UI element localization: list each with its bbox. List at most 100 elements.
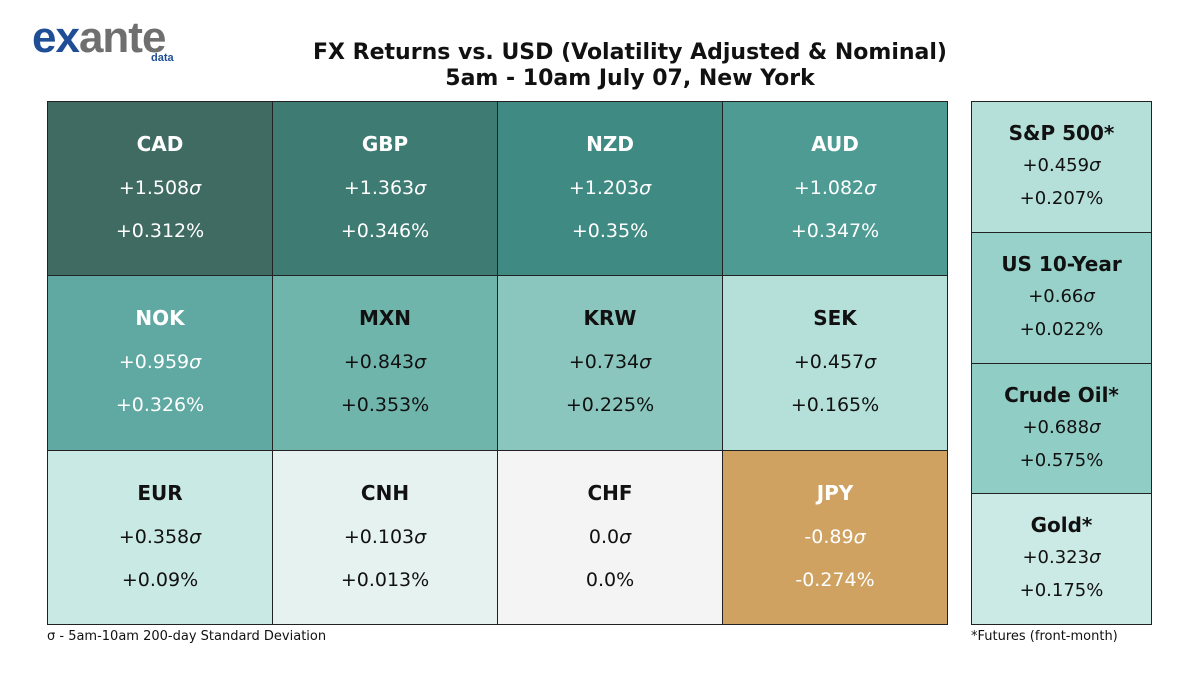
currency-cell: JPY -0.89σ -0.274% <box>723 450 948 625</box>
currency-sigma-value: +0.843σ <box>273 351 497 373</box>
exante-logo: exante data <box>32 14 182 74</box>
asset-sigma-value: +0.323σ <box>972 547 1151 568</box>
currency-sigma-symbol: σ <box>414 525 427 548</box>
currency-sigma-value: +0.358σ <box>48 526 272 548</box>
currency-cell: KRW +0.734σ +0.225% <box>498 276 723 451</box>
asset-name: Crude Oil* <box>1004 382 1119 407</box>
currency-name: GBP <box>361 132 409 156</box>
logo-part2: ante <box>78 13 166 62</box>
logo-wordmark: exante <box>32 13 166 62</box>
currency-sigma-number: +0.734 <box>568 351 640 374</box>
fx-heatmap-grid: CAD +1.508σ +0.312% GBP +1.363σ +0.346% NZD +1.… <box>47 101 948 625</box>
currency-sigma-value: +0.734σ <box>498 351 722 373</box>
asset-name: US 10-Year <box>1001 251 1122 276</box>
currency-name: SEK <box>813 306 857 331</box>
asset-sigma-symbol: σ <box>1089 547 1101 569</box>
currency-name: AUD <box>811 132 859 156</box>
currency-sigma-number: +0.103 <box>343 525 415 548</box>
currency-pct-value: +0.013% <box>340 568 430 591</box>
currency-name: KRW <box>583 306 637 331</box>
currency-sigma-value: +1.082σ <box>723 177 947 199</box>
currency-sigma-value: +1.508σ <box>48 177 272 199</box>
chart-subtitle: 5am - 10am July 07, New York <box>445 66 815 91</box>
currency-pct-value: -0.274% <box>795 568 875 591</box>
currency-name: MXN <box>358 306 412 331</box>
currency-pct-value: +0.312% <box>115 220 205 242</box>
currency-sigma-number: +0.358 <box>118 525 190 548</box>
currency-name: NZD <box>586 132 634 156</box>
other-assets-panel: S&P 500* +0.459σ +0.207% US 10-Year +0.66σ +0… <box>971 101 1152 625</box>
currency-cell: MXN +0.843σ +0.353% <box>273 276 498 451</box>
currency-pct-value: +0.326% <box>115 394 205 417</box>
asset-cell: Gold* +0.323σ +0.175% <box>972 494 1152 625</box>
currency-sigma-number: +1.508 <box>118 177 190 199</box>
asset-name: Gold* <box>1030 513 1093 538</box>
currency-sigma-value: 0.0σ <box>498 526 722 548</box>
currency-sigma-value: +1.363σ <box>273 177 497 199</box>
currency-sigma-symbol: σ <box>189 525 202 548</box>
currency-sigma-number: -0.89 <box>804 525 854 548</box>
currency-sigma-symbol: σ <box>414 351 427 374</box>
asset-pct-value: +0.022% <box>1019 318 1104 340</box>
asset-sigma-number: +0.459 <box>1022 155 1090 176</box>
currency-cell: AUD +1.082σ +0.347% <box>723 102 948 277</box>
asset-sigma-number: +0.688 <box>1022 416 1090 438</box>
currency-pct-value: 0.0% <box>585 568 635 591</box>
currency-cell: EUR +0.358σ +0.09% <box>48 450 273 625</box>
currency-sigma-symbol: σ <box>639 351 652 374</box>
currency-name: CNH <box>360 480 410 505</box>
currency-sigma-number: +0.843 <box>343 351 415 374</box>
currency-pct-value: +0.35% <box>571 220 649 242</box>
asset-pct-value: +0.575% <box>1019 449 1104 471</box>
futures-footnote: *Futures (front-month) <box>971 629 1118 644</box>
currency-sigma-symbol: σ <box>189 177 202 199</box>
asset-cell: Crude Oil* +0.688σ +0.575% <box>972 363 1152 495</box>
currency-sigma-value: +0.103σ <box>273 526 497 548</box>
currency-cell: CAD +1.508σ +0.312% <box>48 102 273 277</box>
currency-sigma-symbol: σ <box>189 351 202 374</box>
currency-sigma-number: +0.457 <box>793 351 865 374</box>
currency-name: JPY <box>816 480 854 505</box>
currency-pct-value: +0.346% <box>340 220 430 242</box>
currency-sigma-number: +1.203 <box>568 177 640 199</box>
chart-title-block: FX Returns vs. USD (Volatility Adjusted … <box>240 40 1020 92</box>
currency-cell: GBP +1.363σ +0.346% <box>273 102 498 277</box>
currency-name: CHF <box>587 480 633 505</box>
asset-sigma-value: +0.66σ <box>972 286 1151 307</box>
currency-cell: NZD +1.203σ +0.35% <box>498 102 723 277</box>
currency-cell: NOK +0.959σ +0.326% <box>48 276 273 451</box>
asset-pct-value: +0.175% <box>1019 580 1104 602</box>
currency-sigma-value: +0.457σ <box>723 351 947 373</box>
asset-name: S&P 500* <box>1008 121 1115 145</box>
currency-sigma-value: -0.89σ <box>723 526 947 548</box>
currency-name: EUR <box>137 480 183 505</box>
currency-pct-value: +0.353% <box>340 394 430 417</box>
currency-sigma-value: +1.203σ <box>498 177 722 199</box>
currency-sigma-symbol: σ <box>864 351 877 374</box>
currency-cell: CHF 0.0σ 0.0% <box>498 450 723 625</box>
asset-pct-value: +0.207% <box>1019 188 1104 209</box>
currency-sigma-number: +1.363 <box>343 177 415 199</box>
currency-sigma-symbol: σ <box>414 177 427 199</box>
currency-sigma-symbol: σ <box>639 177 652 199</box>
currency-sigma-symbol: σ <box>853 525 866 548</box>
asset-sigma-symbol: σ <box>1089 416 1101 438</box>
currency-sigma-symbol: σ <box>864 177 877 199</box>
currency-pct-value: +0.165% <box>790 394 880 417</box>
currency-sigma-number: 0.0 <box>588 525 620 548</box>
currency-sigma-number: +0.959 <box>118 351 190 374</box>
currency-cell: SEK +0.457σ +0.165% <box>723 276 948 451</box>
currency-pct-value: +0.225% <box>565 394 655 417</box>
asset-sigma-symbol: σ <box>1083 285 1095 307</box>
asset-sigma-number: +0.66 <box>1028 285 1084 307</box>
logo-sub: data <box>151 52 174 64</box>
currency-cell: CNH +0.103σ +0.013% <box>273 450 498 625</box>
asset-cell: US 10-Year +0.66σ +0.022% <box>972 232 1152 364</box>
currency-sigma-value: +0.959σ <box>48 351 272 373</box>
asset-sigma-value: +0.459σ <box>972 155 1151 176</box>
currency-name: CAD <box>136 132 184 156</box>
currency-pct-value: +0.347% <box>790 220 880 242</box>
chart-title: FX Returns vs. USD (Volatility Adjusted … <box>313 40 947 65</box>
asset-sigma-number: +0.323 <box>1022 547 1090 569</box>
sigma-footnote: σ - 5am-10am 200-day Standard Deviation <box>47 629 327 644</box>
